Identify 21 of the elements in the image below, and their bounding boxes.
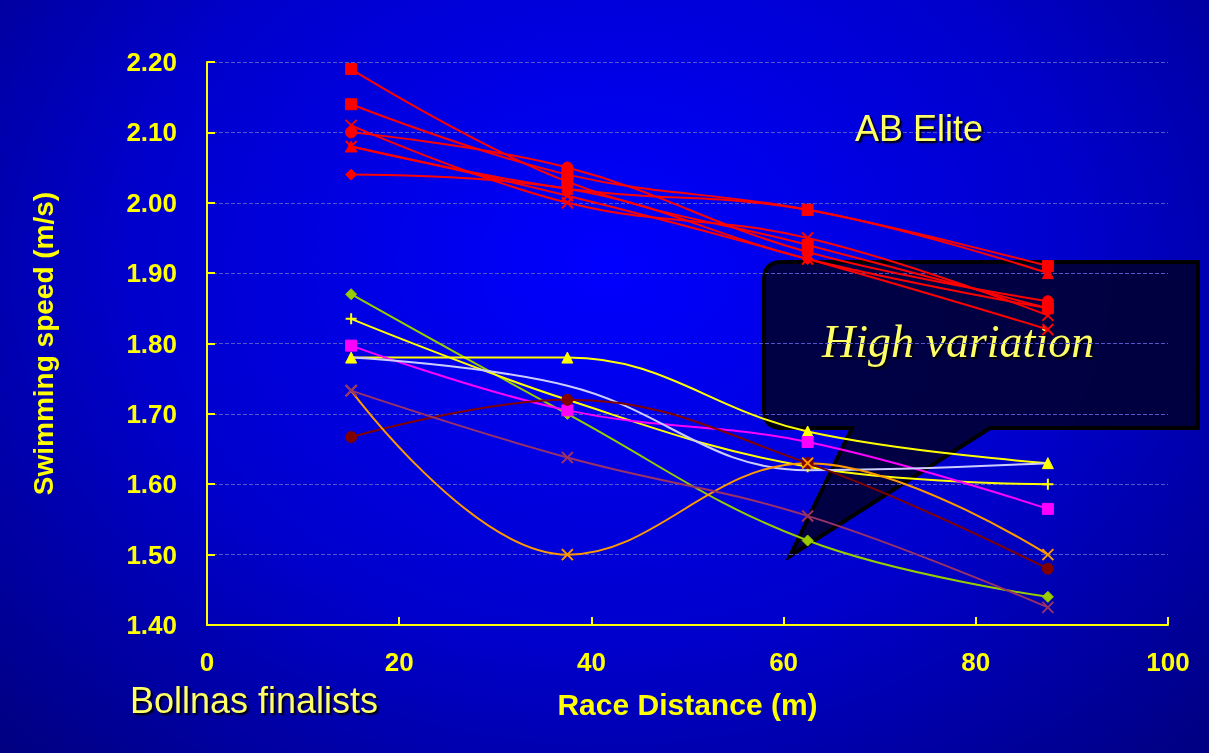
x-tick-label: 100 (1146, 647, 1190, 677)
y-tick-label: 1.70 (126, 398, 177, 429)
x-tick-label: 80 (961, 647, 991, 677)
y-tick-label: 1.50 (126, 539, 177, 570)
annotation: High variation (822, 315, 1095, 368)
y-tick-label: 1.40 (126, 610, 177, 640)
y-tick-label: 1.60 (126, 469, 177, 500)
y-tick-label: 2.00 (126, 187, 177, 218)
annotation: AB Elite (855, 108, 984, 150)
y-tick-label: 1.90 (126, 258, 177, 289)
text: Bollnas finalists (130, 680, 379, 722)
y-tick-label: 1.80 (126, 328, 177, 359)
x-tick-label: 40 (576, 647, 606, 677)
y-axis-title: Swimming speed (m/s) (27, 191, 59, 496)
x-axis-title: Race Distance (m) (557, 687, 818, 721)
speech-callout: High variation (762, 260, 1202, 560)
y-tick-label: 2.20 (126, 47, 177, 77)
x-tick-label: 0 (199, 647, 215, 677)
x-tick-label: 20 (384, 647, 414, 677)
x-tick-label: 60 (769, 647, 799, 677)
y-tick-label: 2.10 (126, 117, 177, 148)
